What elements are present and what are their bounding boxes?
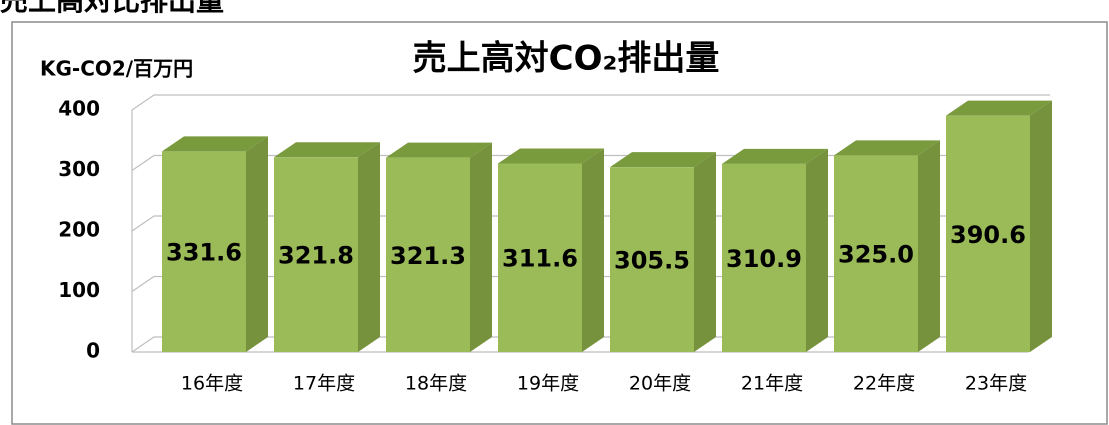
bar-top [386,142,492,158]
bar-side [246,136,268,352]
data-label: 331.6 [166,239,242,267]
x-tick-label: 18年度 [405,373,467,395]
x-tick-label: 21年度 [741,373,803,395]
bar-top [834,140,940,156]
bar [946,115,1030,352]
chart-title: 売上高対CO₂排出量 [413,39,720,79]
bar-side [358,142,380,352]
bar-top [162,136,268,152]
y-tick-label: 100 [58,278,100,302]
bar-top [498,148,604,164]
y-axis-label: KG-CO2/百万円 [40,57,193,81]
bar-top [610,152,716,168]
bar [162,151,246,352]
data-label: 325.0 [838,241,914,269]
bar [386,157,470,352]
y-tick-label: 200 [58,218,100,242]
bar [722,163,806,352]
y-tick-label: 0 [86,339,100,363]
grid-line [131,94,1050,111]
bar-side [806,148,828,352]
x-tick-label: 16年度 [181,373,243,395]
x-tick-label: 22年度 [853,373,915,395]
bar [834,155,918,352]
data-label: 311.6 [502,245,578,273]
x-tick-label: 20年度 [629,373,691,395]
bar-side [694,152,716,352]
bar-side [582,148,604,352]
data-label: 321.8 [278,242,354,270]
y-tick-label: 300 [58,157,100,181]
data-label: 390.6 [950,221,1026,249]
bar-side [918,140,940,352]
data-label: 305.5 [614,247,690,275]
bar-top [722,148,828,164]
bar [498,163,582,352]
x-tick-label: 23年度 [965,373,1027,395]
y-tick-label: 400 [58,97,100,121]
bar-side [1030,100,1052,352]
x-tick-label: 19年度 [517,373,579,395]
bar [610,167,694,352]
data-label: 310.9 [726,245,802,273]
bar-top [946,100,1052,116]
data-label: 321.3 [390,242,466,270]
bar-side [470,142,492,352]
page-heading: 売上高対比排出量 [0,0,224,17]
bar-top [274,142,380,158]
bar [274,157,358,352]
x-tick-label: 17年度 [293,373,355,395]
